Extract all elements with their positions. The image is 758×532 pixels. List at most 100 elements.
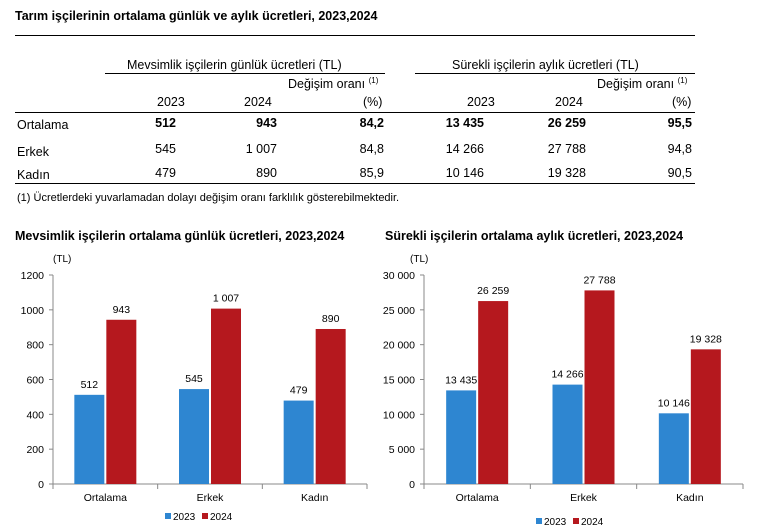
year-header-2023: 2023 bbox=[467, 95, 495, 109]
row-label-kadin: Kadın bbox=[17, 168, 50, 182]
year-header-2024: 2024 bbox=[244, 95, 272, 109]
unit-header: (%) bbox=[363, 95, 383, 109]
bar-2023 bbox=[74, 394, 105, 484]
data-label: 479 bbox=[290, 385, 308, 397]
footnote: (1) Ücretlerdeki yuvarlamadan dolayı değ… bbox=[17, 192, 400, 204]
data-label: 890 bbox=[322, 313, 340, 325]
y-tick-label: 0 bbox=[409, 479, 415, 491]
table-cell: 26 259 bbox=[547, 116, 586, 130]
y-tick-label: 30 000 bbox=[383, 270, 415, 282]
header-rule bbox=[15, 112, 695, 113]
bar-2023 bbox=[446, 390, 477, 484]
y-unit-label: (TL) bbox=[53, 254, 71, 265]
table-cell: 27 788 bbox=[547, 142, 586, 156]
change-header: Değişim oranı (1) bbox=[288, 76, 378, 91]
table-cell: 545 bbox=[155, 142, 176, 156]
x-tick-label: Erkek bbox=[570, 492, 598, 504]
data-label: 545 bbox=[185, 373, 203, 385]
data-label: 26 259 bbox=[477, 285, 509, 297]
y-tick-label: 1000 bbox=[21, 305, 45, 317]
table-cell: 85,9 bbox=[359, 166, 384, 180]
x-tick-label: Erkek bbox=[197, 492, 225, 504]
table-cell: 1 007 bbox=[245, 142, 277, 156]
chart-title-permanent: Sürekli işçilerin ortalama aylık ücretle… bbox=[385, 229, 684, 243]
data-label: 19 328 bbox=[690, 333, 722, 345]
change-sup: (1) bbox=[368, 76, 379, 85]
page-title: Tarım işçilerinin ortalama günlük ve ayl… bbox=[15, 9, 378, 23]
table-cell: 90,5 bbox=[667, 166, 692, 180]
group-header-seasonal: Mevsimlik işçilerin günlük ücretleri (TL… bbox=[127, 58, 342, 72]
row-label-erkek: Erkek bbox=[17, 145, 49, 159]
data-label: 10 146 bbox=[658, 397, 690, 409]
bar-2024 bbox=[690, 349, 721, 484]
data-label: 14 266 bbox=[551, 369, 583, 381]
bar-2024 bbox=[315, 328, 346, 484]
group-rule-permanent bbox=[415, 73, 695, 74]
data-label: 1 007 bbox=[213, 293, 239, 305]
table-cell: 890 bbox=[256, 166, 277, 180]
legend-swatch bbox=[536, 518, 542, 524]
chart-title-seasonal: Mevsimlik işçilerin ortalama günlük ücre… bbox=[15, 229, 345, 243]
chart-permanent: (TL) 0 5 000 10 000 15 000 20 000 25 000 30 000… bbox=[383, 254, 744, 528]
table-cell: 10 146 bbox=[445, 166, 484, 180]
change-header: Değişim oranı (1) bbox=[597, 76, 687, 91]
y-tick-label: 1200 bbox=[21, 270, 45, 282]
title-rule bbox=[15, 35, 695, 36]
bar-2024 bbox=[478, 301, 509, 484]
y-tick-label: 400 bbox=[26, 409, 44, 421]
table-cell: 14 266 bbox=[445, 142, 484, 156]
y-tick-label: 800 bbox=[26, 340, 44, 352]
bar-2023 bbox=[658, 413, 689, 484]
table-cell: 512 bbox=[155, 116, 176, 130]
year-header-2024: 2024 bbox=[555, 95, 583, 109]
data-label: 13 435 bbox=[445, 374, 477, 386]
table-cell: 13 435 bbox=[445, 116, 484, 130]
table-cell: 84,8 bbox=[359, 142, 384, 156]
x-tick-label: Ortalama bbox=[456, 492, 499, 504]
legend-label: 2023 bbox=[173, 512, 196, 523]
table-cell: 943 bbox=[256, 116, 277, 130]
legend-label: 2024 bbox=[210, 512, 233, 523]
table-cell: 95,5 bbox=[667, 116, 692, 130]
bar-2024 bbox=[211, 308, 241, 484]
group-header-permanent: Sürekli işçilerin aylık ücretleri (TL) bbox=[452, 58, 639, 72]
legend-swatch bbox=[165, 513, 171, 519]
y-tick-label: 600 bbox=[26, 375, 44, 387]
legend-swatch bbox=[202, 513, 208, 519]
year-header-2023: 2023 bbox=[157, 95, 185, 109]
change-sup: (1) bbox=[677, 76, 688, 85]
x-tick-label: Kadın bbox=[676, 492, 704, 504]
data-label: 27 788 bbox=[583, 274, 615, 286]
y-tick-label: 10 000 bbox=[383, 409, 415, 421]
y-tick-label: 25 000 bbox=[383, 305, 415, 317]
x-tick-label: Ortalama bbox=[84, 492, 127, 504]
legend-swatch bbox=[573, 518, 579, 524]
table-bottom-rule bbox=[15, 183, 695, 184]
y-tick-label: 15 000 bbox=[383, 375, 415, 387]
table-cell: 84,2 bbox=[359, 116, 384, 130]
data-label: 512 bbox=[81, 379, 99, 391]
bar-2023 bbox=[552, 384, 583, 484]
y-tick-label: 20 000 bbox=[383, 340, 415, 352]
table-cell: 94,8 bbox=[667, 142, 692, 156]
row-label-ortalama: Ortalama bbox=[17, 118, 69, 132]
bar-2023 bbox=[283, 400, 314, 484]
table-cell: 479 bbox=[155, 166, 176, 180]
table-cell: 19 328 bbox=[547, 166, 586, 180]
change-label: Değişim oranı bbox=[597, 77, 675, 92]
y-unit-label: (TL) bbox=[410, 254, 428, 265]
data-label: 943 bbox=[113, 304, 131, 316]
legend-label: 2024 bbox=[581, 517, 604, 528]
chart-seasonal: (TL) 0 200 400 600 800 1000 1200 Ortalama 512 943 E… bbox=[21, 254, 368, 523]
bar-2023 bbox=[179, 389, 209, 484]
change-label: Değişim oranı bbox=[288, 77, 366, 92]
y-tick-label: 5 000 bbox=[389, 444, 415, 456]
group-rule-seasonal bbox=[105, 73, 385, 74]
bar-2024 bbox=[584, 290, 615, 484]
y-tick-label: 0 bbox=[38, 479, 44, 491]
x-tick-label: Kadın bbox=[301, 492, 329, 504]
legend-label: 2023 bbox=[544, 517, 567, 528]
bar-2024 bbox=[106, 319, 137, 484]
y-tick-label: 200 bbox=[26, 444, 44, 456]
